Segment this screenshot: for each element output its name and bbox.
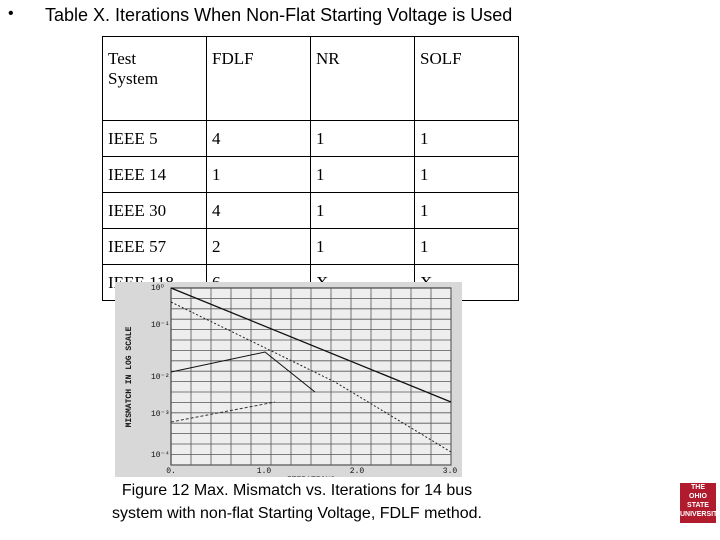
cell: 2 <box>206 228 311 265</box>
logo-text: OHIO <box>689 493 707 500</box>
x-tick-label: 2.0 <box>350 467 365 476</box>
logo-text: STATE <box>687 502 709 509</box>
slide-title: Table X. Iterations When Non-Flat Starti… <box>45 5 513 25</box>
row: IEEE 30 4 1 1 <box>102 192 519 229</box>
curve <box>170 401 276 423</box>
cell: 1 <box>310 228 415 265</box>
y-axis-title: MISMATCH IN LOG SCALE <box>125 326 134 427</box>
header-cell: Test System <box>102 36 207 121</box>
header-row: Test System FDLF NR SOLF <box>102 36 519 121</box>
cell: 4 <box>206 120 311 157</box>
row: IEEE 57 2 1 1 <box>102 228 519 265</box>
cell: 1 <box>310 156 415 193</box>
curve <box>170 287 452 403</box>
table: Test System FDLF NR SOLF IEEE 5 4 1 1 IEEE 14 1 1 1… <box>102 36 519 301</box>
header-text: FDLF <box>212 49 254 68</box>
x-axis-title: ITERATIONS <box>287 476 335 477</box>
header-text: SOLF <box>420 49 462 68</box>
logo-text: UNIVERSITY <box>680 511 720 518</box>
y-tick-label: 10⁻¹ <box>151 321 170 330</box>
y-tick-label: 10⁻³ <box>151 410 170 419</box>
bullet: • <box>8 5 14 22</box>
cell: 1 <box>414 120 519 157</box>
cell: 1 <box>414 228 519 265</box>
y-tick-label: 10⁰ <box>151 284 164 293</box>
cell: 1 <box>310 120 415 157</box>
cell: 1 <box>414 192 519 229</box>
header-cell: NR <box>310 36 415 121</box>
logo-text: THE <box>691 484 705 491</box>
y-tick-label: 10⁻² <box>151 373 170 382</box>
curve <box>170 301 452 453</box>
caption: Figure 12 Max. Mismatch vs. Iterations f… <box>121 482 473 499</box>
x-tick-label: 1.0 <box>257 467 272 476</box>
cell: 1 <box>206 156 311 193</box>
caption: system with non-flat Starting Voltage, F… <box>112 505 482 522</box>
cell: IEEE 14 <box>102 156 207 193</box>
header-cell: SOLF <box>414 36 519 121</box>
x-tick-label: 0. <box>166 467 176 476</box>
cell: IEEE 57 <box>102 228 207 265</box>
row: IEEE 14 1 1 1 <box>102 156 519 193</box>
x-tick-label: 3.0 <box>443 467 458 476</box>
y-tick-label: 10⁻⁴ <box>151 451 170 460</box>
cell: IEEE 5 <box>102 120 207 157</box>
curve <box>170 351 316 393</box>
header-text: NR <box>316 49 340 68</box>
figure: 10⁰ 10⁻¹ 10⁻² 10⁻³ 10⁻⁴ 0. 1.0 2.0 3.0 ITERATIONS… <box>115 282 462 477</box>
cell: 1 <box>310 192 415 229</box>
cell: 4 <box>206 192 311 229</box>
cell: IEEE 30 <box>102 192 207 229</box>
header-text: Test System <box>108 49 159 88</box>
grid <box>171 288 452 466</box>
logo: THE OHIO STATE UNIVERSITY <box>680 483 720 523</box>
cell: 1 <box>414 156 519 193</box>
header-cell: FDLF <box>206 36 311 121</box>
